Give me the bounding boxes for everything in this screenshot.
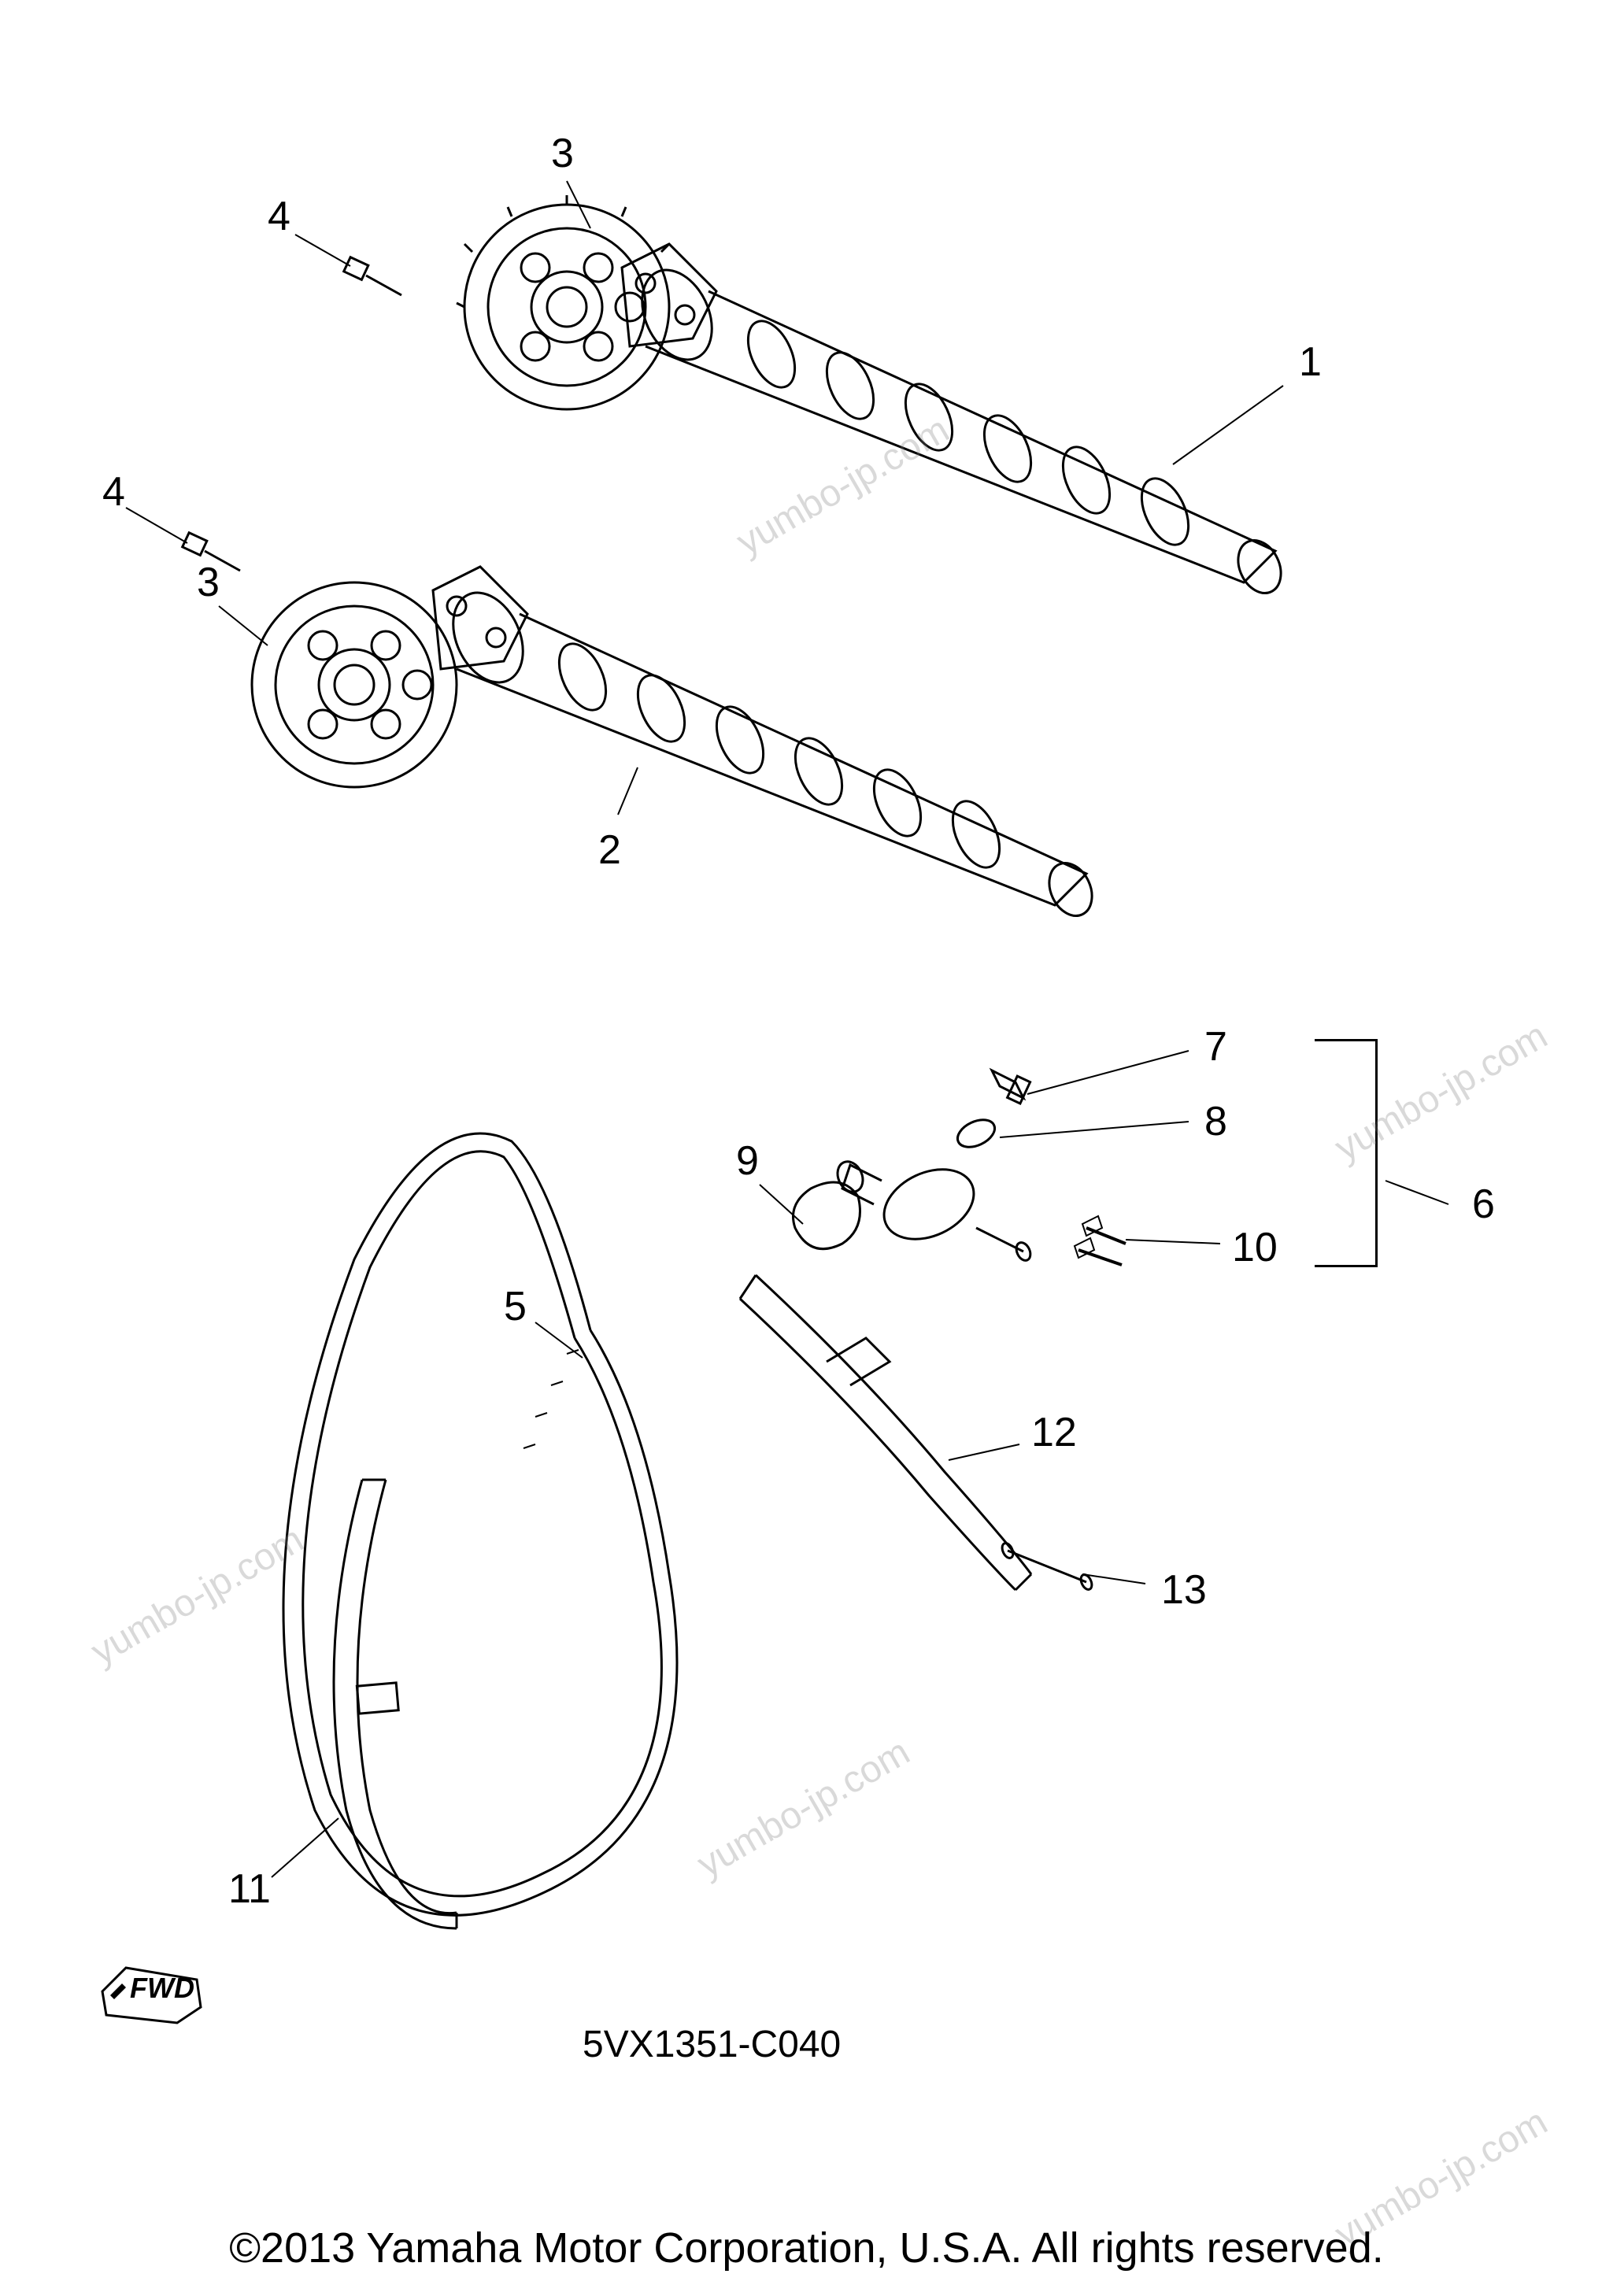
callout-lines [126,181,1448,1877]
tensioner-assembly [794,1070,1127,1265]
callout-9: 9 [736,1137,759,1185]
callout-5: 5 [504,1283,527,1330]
callout-12: 12 [1031,1409,1077,1456]
callout-13: 13 [1161,1566,1207,1614]
callout-3b: 3 [197,559,220,606]
parts-diagram-container: 1 2 3 3 4 4 5 6 7 8 9 10 11 12 13 FWD 5V… [0,0,1613,2296]
camshaft-1 [622,244,1289,600]
sprocket-gear-upper [457,195,669,409]
callout-7: 7 [1204,1023,1227,1070]
bolt-upper [344,257,401,295]
fwd-label: FWD [130,1972,194,2005]
callout-4b: 4 [102,468,125,516]
chain-guide-12 [740,1275,1031,1590]
callout-2: 2 [598,826,621,874]
timing-chain [283,1133,677,1915]
copyright-text: ©2013 Yamaha Motor Corporation, U.S.A. A… [0,2224,1613,2272]
camshaft-2 [433,567,1100,922]
chain-guide-11 [334,1480,457,1928]
callout-10: 10 [1232,1224,1278,1271]
callout-1: 1 [1299,338,1322,386]
callout-8: 8 [1204,1098,1227,1145]
bracket-6 [1315,1039,1378,1267]
callout-4a: 4 [268,193,290,240]
pin-13 [1000,1541,1093,1591]
part-code: 5VX1351-C040 [583,2023,841,2066]
sprocket-gear-lower [252,582,457,787]
callout-6: 6 [1472,1181,1495,1228]
callout-3a: 3 [551,130,574,177]
callout-11: 11 [228,1865,271,1913]
